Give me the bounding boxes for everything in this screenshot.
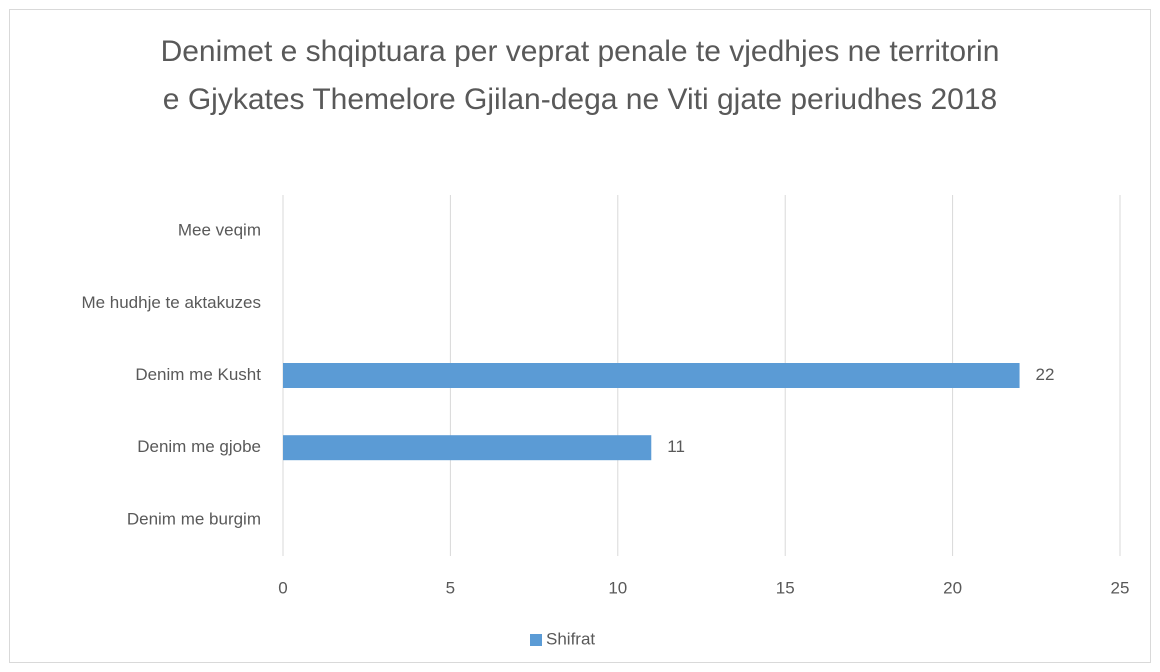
y-tick-label: Denim me gjobe [137,437,261,456]
y-tick-label: Me hudhje te aktakuzes [81,293,261,312]
x-tick-label: 25 [1111,578,1130,597]
chart-title: Denimet e shqiptuara per veprat penale t… [160,35,1000,116]
data-label: 22 [1036,365,1055,384]
x-tick-label: 20 [943,578,962,597]
data-label: 11 [667,437,685,456]
x-tick-label: 15 [776,578,795,597]
x-tick-label: 10 [608,578,627,597]
chart-border [9,9,1151,663]
x-tick-label: 5 [446,578,455,597]
legend-label: Shifrat [546,629,595,648]
y-tick-label: Denim me burgim [127,509,261,528]
bar [283,435,652,461]
legend-swatch [530,634,542,646]
x-tick-label: 0 [278,578,287,597]
y-tick-label: Mee veqim [178,221,261,240]
y-tick-label: Denim me Kusht [135,365,261,384]
bar [283,363,1020,388]
